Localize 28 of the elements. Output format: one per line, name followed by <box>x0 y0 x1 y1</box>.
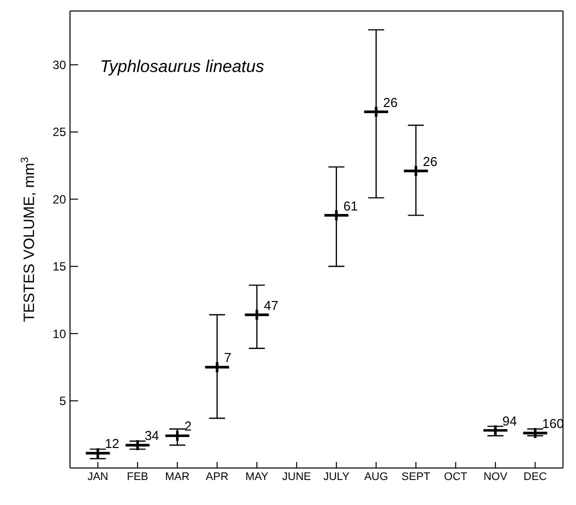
y-tick-label: 15 <box>52 260 66 274</box>
y-tick-label: 5 <box>59 394 66 408</box>
y-tick-label: 20 <box>52 192 66 206</box>
x-tick-label: AUG <box>364 470 388 483</box>
annotation: 12 <box>104 436 120 452</box>
annotation: 26 <box>422 154 438 169</box>
annotation: 47 <box>264 298 278 313</box>
annotation: 61 <box>343 198 358 214</box>
x-tick-label: FEB <box>126 470 148 483</box>
x-tick-label: OCT <box>444 470 468 483</box>
x-tick-label: DEC <box>524 470 547 483</box>
x-tick-label: JULY <box>323 470 350 483</box>
y-tick-label: 25 <box>52 125 66 140</box>
x-tick-label: JAN <box>87 470 108 483</box>
x-tick-label: MAY <box>245 470 270 483</box>
x-tick-label: MAR <box>165 470 190 483</box>
annotation: 94 <box>502 413 517 428</box>
text: Typhlosaurus lineatus <box>100 57 265 76</box>
annotation: 26 <box>383 94 398 110</box>
x-tick-label: SEPT <box>402 470 431 483</box>
x-tick-label: APR <box>206 470 228 483</box>
y-tick-label: 10 <box>52 326 66 341</box>
y-tick-label: 30 <box>52 58 66 72</box>
annotation: 34 <box>144 428 160 444</box>
annotation: 7 <box>224 350 232 366</box>
annotation: 2 <box>184 418 192 434</box>
x-tick-label: JUNE <box>282 470 311 483</box>
x-tick-label: NOV <box>483 470 508 483</box>
